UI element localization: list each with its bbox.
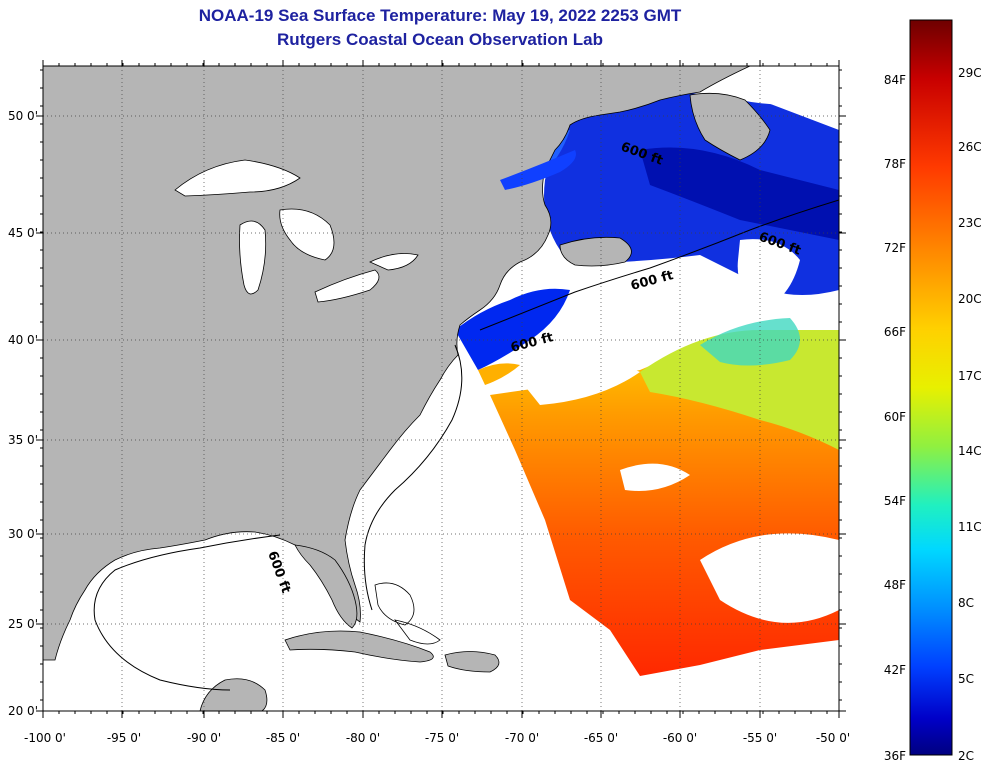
bahamas-banks — [374, 582, 441, 645]
lon-label: -50 0' — [816, 731, 850, 745]
colorbar-f-label: 78F — [884, 157, 906, 171]
lon-label: -95 0' — [107, 731, 141, 745]
lon-label: -85 0' — [266, 731, 300, 745]
colorbar-f-label: 42F — [884, 663, 906, 677]
sst-cold-water — [455, 288, 570, 370]
lat-label: 20 0' — [8, 704, 38, 718]
lat-label: 50 0' — [8, 109, 38, 123]
cloud-patch — [620, 463, 690, 491]
land-newfoundland — [689, 92, 771, 161]
map-frame — [42, 65, 840, 712]
colorbar-f-label: 66F — [884, 325, 906, 339]
cloud-patch — [700, 66, 839, 105]
colorbar-c-label: 8C — [958, 596, 974, 610]
lake-ontario — [369, 253, 419, 271]
sst-coastal-warm — [478, 363, 520, 385]
lon-label: -65 0' — [584, 731, 618, 745]
cloud-patch — [700, 533, 839, 623]
lat-label: 45 0' — [8, 226, 38, 240]
lat-label: 35 0' — [8, 433, 38, 447]
lon-label: -60 0' — [663, 731, 697, 745]
colorbar — [909, 19, 953, 756]
lon-label: -100 0' — [24, 731, 66, 745]
lon-label: -70 0' — [505, 731, 539, 745]
lake-huron — [279, 208, 335, 261]
bathymetry-contour — [363, 344, 463, 611]
land-yucatan — [199, 678, 268, 711]
colorbar-c-label: 14C — [958, 444, 982, 458]
colorbar-c-label: 11C — [958, 520, 982, 534]
map-title: NOAA-19 Sea Surface Temperature: May 19,… — [198, 6, 682, 25]
sst-cool-band — [700, 318, 800, 366]
land-north-america — [43, 66, 751, 661]
frame-ticks — [36, 60, 846, 718]
sst-cold-water — [640, 147, 839, 240]
colorbar-f-label: 48F — [884, 578, 906, 592]
colorbar-f-label: 60F — [884, 410, 906, 424]
colorbar-c-label: 17C — [958, 369, 982, 383]
colorbar-f-label: 54F — [884, 494, 906, 508]
bathymetry-contour — [479, 199, 839, 331]
colorbar-f-label: 84F — [884, 73, 906, 87]
land-nova-scotia — [559, 236, 632, 267]
colorbar-c-label: 23C — [958, 216, 982, 230]
land-cuba — [284, 630, 434, 663]
bathymetry-contour — [93, 534, 281, 691]
colorbar-c-label: 20C — [958, 292, 982, 306]
land-florida — [294, 544, 358, 629]
lat-label: 40 0' — [8, 333, 38, 347]
colorbar-c-label: 2C — [958, 749, 974, 763]
cloud-patch — [520, 360, 640, 405]
colorbar-c-label: 29C — [958, 66, 982, 80]
lon-label: -80 0' — [346, 731, 380, 745]
land-hispaniola — [444, 651, 500, 673]
cloud-patch — [737, 239, 800, 310]
colorbar-f-label: 72F — [884, 241, 906, 255]
lon-label: -75 0' — [425, 731, 459, 745]
st-lawrence-water — [500, 150, 576, 190]
lat-label: 25 0' — [8, 617, 38, 631]
lon-label: -55 0' — [743, 731, 777, 745]
lon-label: -90 0' — [187, 731, 221, 745]
colorbar-c-label: 26C — [958, 140, 982, 154]
map-subtitle: Rutgers Coastal Ocean Observation Lab — [277, 30, 603, 49]
lake-michigan — [239, 220, 267, 295]
colorbar-f-label: 36F — [884, 749, 906, 763]
lake-superior — [174, 159, 301, 197]
colorbar-c-label: 5C — [958, 672, 974, 686]
graticule — [43, 66, 839, 711]
lat-label: 30 0' — [8, 527, 38, 541]
